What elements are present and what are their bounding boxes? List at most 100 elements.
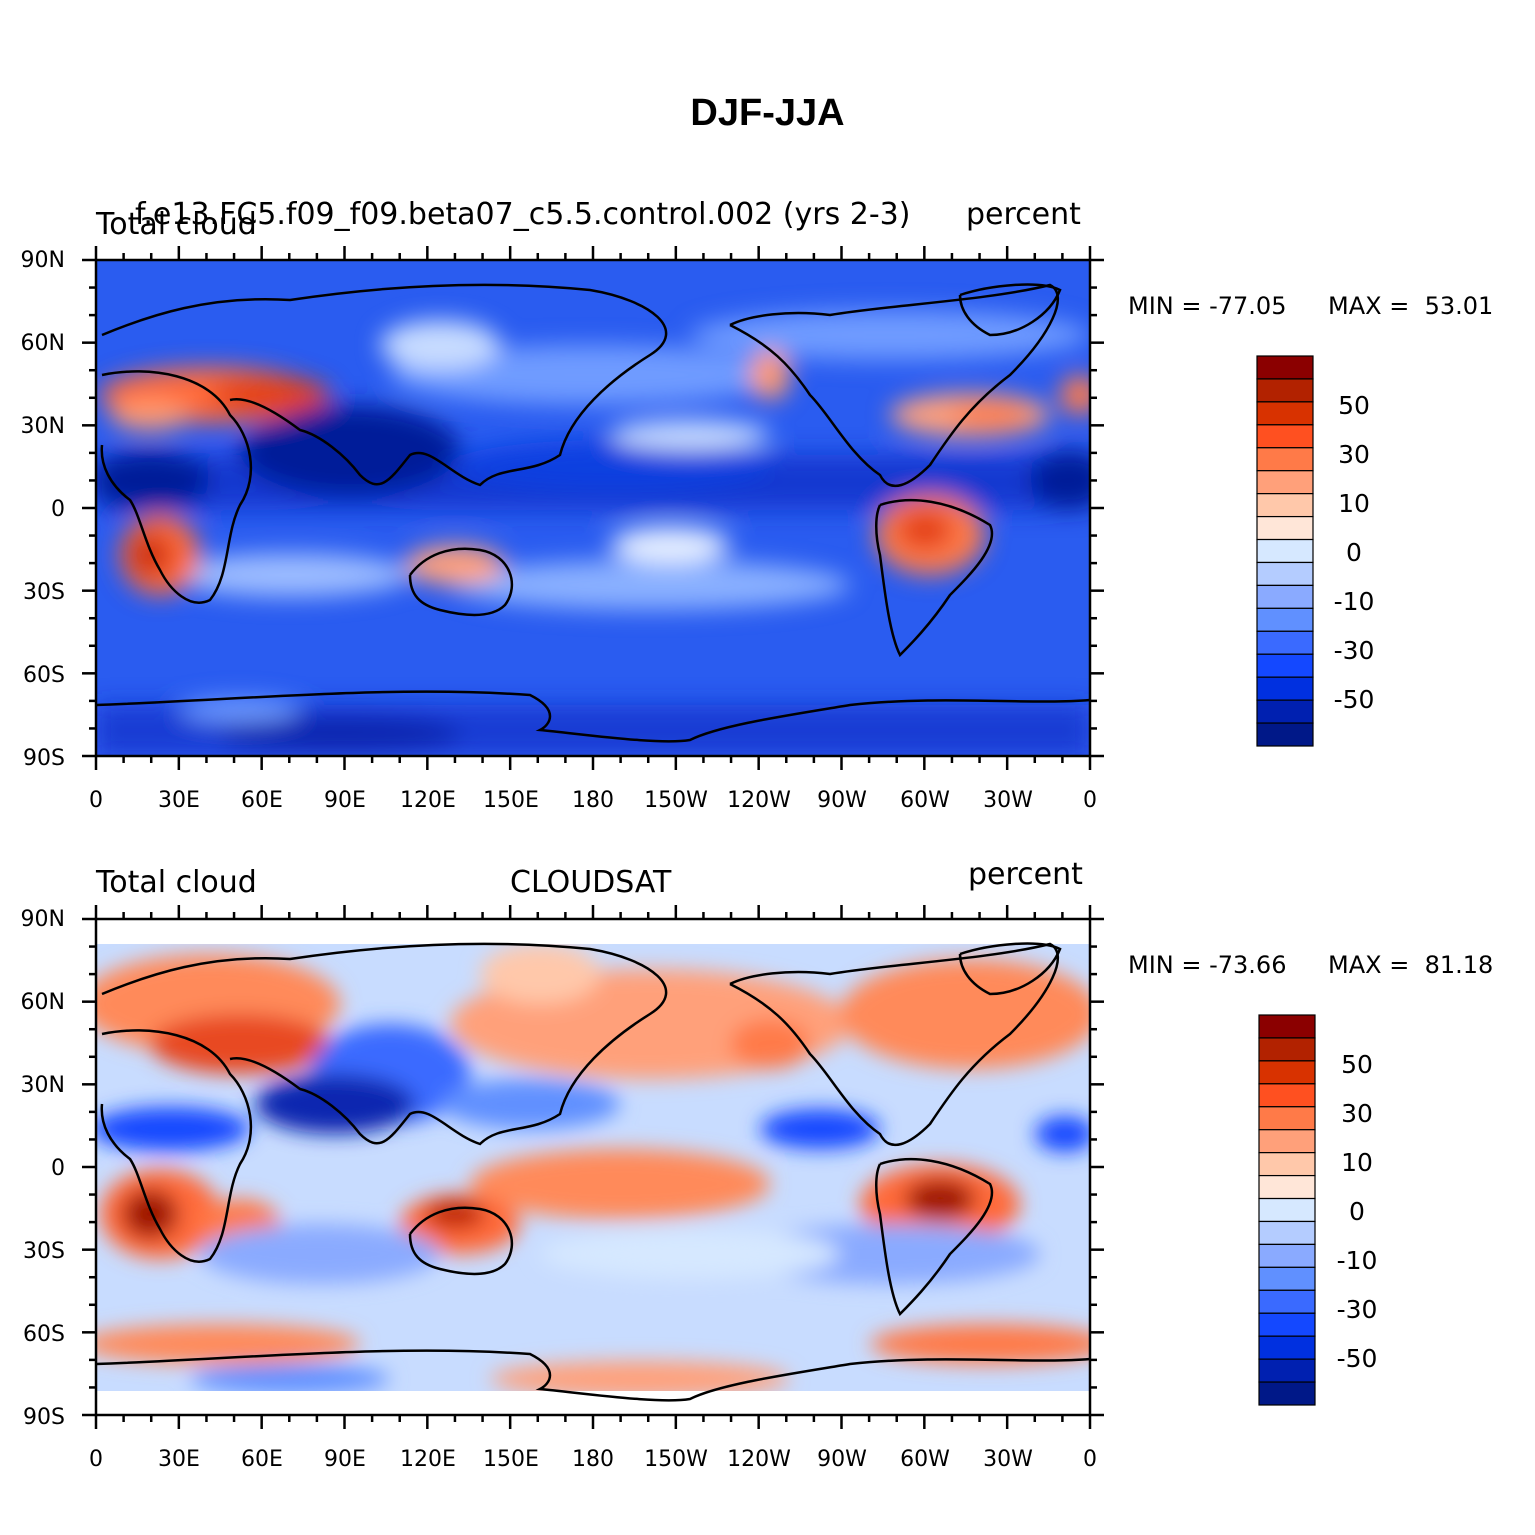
panel2-lon-0-end: 0 (1083, 1447, 1097, 1472)
panel1-lon-0: 0 (89, 788, 103, 813)
panel2-center-label: CLOUDSAT (510, 865, 672, 900)
panel1-min-label: MIN = -77.05 (1128, 292, 1287, 320)
panel2-colorbar-swatch-11 (1258, 1266, 1316, 1291)
panel2-lon-60w: 60W (900, 1447, 950, 1472)
panel1-lon-180: 180 (572, 788, 614, 813)
panel2-lat-30n: 30N (20, 1073, 65, 1098)
panel1-colorbar-swatch-3 (1256, 424, 1314, 449)
panel1-cbar-label-0: 0 (1346, 538, 1362, 567)
panel2-colorbar-swatch-2 (1258, 1060, 1316, 1085)
panel1-lon-30e: 30E (158, 788, 200, 813)
panel1-colorbar-swatch-2 (1256, 401, 1314, 426)
panel1-lon-90e: 90E (324, 788, 366, 813)
panel1-lat-60n: 60N (20, 331, 65, 356)
panel1-lon-150w: 150W (644, 788, 708, 813)
panel1-lon-30w: 30W (983, 788, 1033, 813)
panel2-lat-60n: 60N (20, 990, 65, 1015)
panel2-colorbar-swatch-1 (1258, 1037, 1316, 1062)
panel2-lon-120w: 120W (727, 1447, 791, 1472)
panel2-colorbar-swatch-14 (1258, 1335, 1316, 1360)
panel1-cbar-label-10: 10 (1338, 489, 1370, 518)
panel1-colorbar-swatch-1 (1256, 378, 1314, 403)
panel1-lat-90s: 90S (23, 746, 65, 771)
panel2-colorbar-swatch-9 (1258, 1220, 1316, 1246)
panel1-lon-0-end: 0 (1083, 788, 1097, 813)
panel2-colorbar-swatch-0 (1258, 1014, 1316, 1039)
panel2-lat-90s: 90S (23, 1405, 65, 1430)
panel2-cbar-label-m10: -10 (1336, 1246, 1378, 1275)
panel1-lon-60w: 60W (900, 788, 950, 813)
panel1-cbar-label-m50: -50 (1333, 685, 1375, 714)
panel1-cbar-label-50: 50 (1338, 391, 1370, 420)
panel1-colorbar-swatch-13 (1256, 653, 1314, 678)
panel1-colorbar-swatch-8 (1256, 538, 1314, 564)
panel2-cbar-label-m30: -30 (1336, 1295, 1378, 1324)
panel2-max-label: MAX = 81.18 (1328, 951, 1494, 979)
panel2-lon-180: 180 (572, 1447, 614, 1472)
panel1-right-label: percent (966, 197, 1081, 232)
panel1-colorbar-swatch-16 (1256, 722, 1314, 747)
panel1-cbar-label-m30: -30 (1333, 636, 1375, 665)
panel1-lat-90n: 90N (20, 248, 65, 273)
panel1-colorbar-swatch-0 (1256, 355, 1314, 380)
panel2-colorbar-swatch-15 (1258, 1358, 1316, 1383)
panel1-lat-30n: 30N (20, 414, 65, 439)
panel2-colorbar-swatch-3 (1258, 1083, 1316, 1108)
panel2-colorbar-swatch-10 (1258, 1243, 1316, 1268)
panel1-lat-30s: 30S (23, 580, 65, 605)
panel1-colorbar-swatch-4 (1256, 447, 1314, 472)
panel2-colorbar-swatch-6 (1258, 1152, 1316, 1177)
panel1-cbar-label-m10: -10 (1333, 587, 1375, 616)
panel2-lon-120e: 120E (400, 1447, 456, 1472)
panel1-lon-120w: 120W (727, 788, 791, 813)
panel2-cbar-label-10: 10 (1341, 1148, 1373, 1177)
panel1-lon-60e: 60E (241, 788, 283, 813)
panel2-cbar-label-m50: -50 (1336, 1344, 1378, 1373)
panel1-colorbar-swatch-11 (1256, 607, 1314, 632)
panel2-colorbar-swatch-8 (1258, 1197, 1316, 1223)
panel2-colorbar (1258, 1014, 1316, 1406)
panel1-colorbar-swatch-12 (1256, 630, 1314, 655)
panel2-lon-60e: 60E (241, 1447, 283, 1472)
panel2-lat-30s: 30S (23, 1239, 65, 1264)
panel1-colorbar-swatch-9 (1256, 561, 1314, 587)
panel2-colorbar-swatch-5 (1258, 1129, 1316, 1154)
panel2-map (94, 917, 1092, 1417)
panel1-center-label: f.e13.FC5.f09_f09.beta07_c5.5.control.00… (135, 197, 911, 232)
panel1-colorbar-swatch-14 (1256, 676, 1314, 701)
panel1-map (94, 258, 1092, 758)
panel1-lat-0: 0 (51, 497, 65, 522)
panel2-left-label: Total cloud (96, 865, 257, 900)
panel1-cbar-label-30: 30 (1338, 440, 1370, 469)
panel1-lon-150e: 150E (483, 788, 539, 813)
panel2-lon-30w: 30W (983, 1447, 1033, 1472)
panel1-lat-60s: 60S (23, 663, 65, 688)
panel2-lon-0: 0 (89, 1447, 103, 1472)
panel1-left-label: Total cloud (96, 207, 257, 242)
panel2-lon-30e: 30E (158, 1447, 200, 1472)
figure-title: DJF-JJA (690, 92, 845, 134)
panel2-lat-60s: 60S (23, 1322, 65, 1347)
panel2-lon-90e: 90E (324, 1447, 366, 1472)
panel2-colorbar-swatch-12 (1258, 1289, 1316, 1314)
panel2-min-label: MIN = -73.66 (1128, 951, 1287, 979)
panel2-colorbar-swatch-16 (1258, 1381, 1316, 1406)
panel1-max-label: MAX = 53.01 (1328, 292, 1494, 320)
panel1-colorbar-swatch-5 (1256, 470, 1314, 495)
panel2-cbar-label-0: 0 (1349, 1197, 1365, 1226)
panel2-colorbar-swatch-7 (1258, 1174, 1316, 1200)
panel2-lon-150w: 150W (644, 1447, 708, 1472)
panel2-lat-0: 0 (51, 1156, 65, 1181)
panel1-colorbar-swatch-7 (1256, 515, 1314, 541)
panel1-colorbar (1256, 355, 1314, 747)
panel1-colorbar-swatch-15 (1256, 699, 1314, 724)
panel1-lon-90w: 90W (817, 788, 867, 813)
panel1-colorbar-swatch-6 (1256, 493, 1314, 518)
panel1-lon-120e: 120E (400, 788, 456, 813)
panel2-lat-90n: 90N (20, 907, 65, 932)
panel2-cbar-label-50: 50 (1341, 1050, 1373, 1079)
panel2-lon-90w: 90W (817, 1447, 867, 1472)
panel2-colorbar-swatch-4 (1258, 1106, 1316, 1131)
panel1-colorbar-swatch-10 (1256, 584, 1314, 609)
panel2-colorbar-swatch-13 (1258, 1312, 1316, 1337)
